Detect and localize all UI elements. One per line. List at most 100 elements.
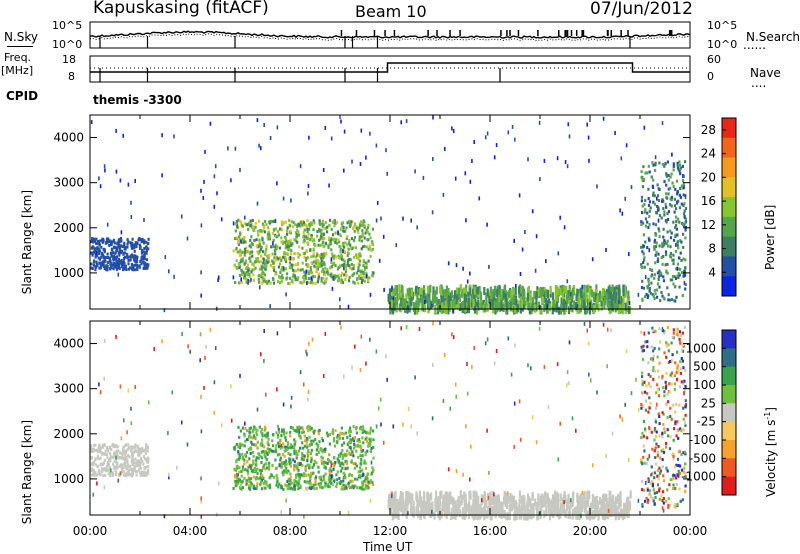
scatter-cell xyxy=(258,241,261,245)
scatter-cell xyxy=(363,461,366,465)
sparse-cell xyxy=(414,169,416,174)
scatter-cell xyxy=(318,476,321,479)
sparse-cell xyxy=(256,201,259,206)
scatter-cell xyxy=(679,172,682,176)
scatter-cell xyxy=(682,366,685,370)
scatter-cell xyxy=(667,505,670,509)
scatter-cell xyxy=(417,499,420,508)
scatter-cell xyxy=(341,281,345,284)
scatter-cell xyxy=(519,506,522,515)
scatter-cell xyxy=(644,408,647,412)
scatter-cell xyxy=(239,260,242,264)
scatter-cell xyxy=(667,210,670,214)
scatter-cell xyxy=(279,439,282,442)
scatter-cell xyxy=(260,272,263,276)
scatter-cell xyxy=(106,456,109,460)
scatter-cell xyxy=(233,467,236,471)
sparse-cell xyxy=(543,364,546,369)
scatter-cell xyxy=(456,508,459,517)
scatter-cell xyxy=(281,242,285,246)
scatter-cell xyxy=(425,507,428,516)
scatter-cell xyxy=(296,223,299,227)
scatter-cell xyxy=(252,486,255,490)
scatter-cell xyxy=(245,438,249,442)
scatter-cell xyxy=(112,262,115,266)
scatter-cell xyxy=(317,260,320,264)
scatter-cell xyxy=(677,217,680,221)
scatter-cell xyxy=(274,450,278,453)
scatter-cell xyxy=(98,266,101,270)
scatter-cell xyxy=(232,249,235,253)
scatter-cell xyxy=(330,275,333,279)
scatter-cell xyxy=(285,431,288,435)
scatter-cell xyxy=(129,266,132,270)
scatter-cell xyxy=(371,243,374,247)
scatter-cell xyxy=(569,301,573,310)
sparse-cell xyxy=(130,200,132,205)
scatter-cell xyxy=(611,284,614,293)
scatter-cell xyxy=(676,327,679,331)
scatter-cell xyxy=(349,480,352,484)
scatter-cell xyxy=(97,252,100,255)
scatter-cell xyxy=(274,245,277,249)
scatter-cell xyxy=(554,498,557,507)
scatter-cell xyxy=(335,473,338,477)
scatter-cell xyxy=(247,438,250,442)
scatter-cell xyxy=(577,301,580,310)
scatter-cell xyxy=(460,288,463,297)
scatter-cell xyxy=(143,241,146,245)
scatter-cell xyxy=(119,464,122,468)
sparse-cell xyxy=(289,256,292,260)
scatter-cell xyxy=(271,231,274,235)
scatter-cell xyxy=(127,454,130,457)
scatter-cell xyxy=(677,449,681,453)
scatter-cell xyxy=(461,507,465,515)
scatter-cell xyxy=(641,357,645,361)
noise-tick-bottom-right: 10^0 xyxy=(707,38,738,51)
scatter-cell xyxy=(343,473,346,477)
scatter-cell xyxy=(640,175,643,179)
scatter-cell xyxy=(293,467,296,471)
freq-unit-label: [MHz] xyxy=(1,64,34,77)
scatter-cell xyxy=(672,185,675,189)
scatter-cell xyxy=(132,268,135,272)
scatter-cell xyxy=(299,436,302,440)
sparse-cell xyxy=(115,128,117,133)
scatter-cell xyxy=(400,493,403,502)
scatter-cell xyxy=(286,226,289,230)
scatter-cell xyxy=(459,284,462,293)
scatter-cell xyxy=(502,510,505,518)
scatter-cell xyxy=(651,447,654,451)
scatter-cell xyxy=(648,209,651,213)
scatter-cell xyxy=(256,229,259,233)
scatter-cell xyxy=(310,427,313,430)
sparse-cell xyxy=(545,259,547,264)
scatter-cell xyxy=(603,500,606,509)
scatter-cell xyxy=(299,446,302,450)
scatter-cell xyxy=(110,254,113,258)
scatter-cell xyxy=(641,250,644,254)
scatter-cell xyxy=(674,422,677,426)
scatter-cell xyxy=(296,240,299,244)
scatter-cell xyxy=(243,272,246,276)
scatter-cell xyxy=(353,222,357,226)
scatter-cell xyxy=(317,243,320,247)
scatter-cell xyxy=(469,299,472,308)
scatter-cell xyxy=(652,191,655,195)
scatter-cell xyxy=(349,426,352,430)
sparse-cell xyxy=(444,146,446,151)
scatter-cell xyxy=(327,244,330,248)
scatter-cell xyxy=(508,301,511,310)
scatter-cell xyxy=(340,274,343,278)
scatter-cell xyxy=(124,443,128,447)
scatter-cell xyxy=(493,507,496,516)
scatter-cell xyxy=(96,262,99,266)
scatter-cell xyxy=(665,371,668,375)
scatter-cell xyxy=(109,459,112,463)
scatter-cell xyxy=(578,495,581,504)
scatter-cell xyxy=(238,478,242,482)
scatter-cell xyxy=(601,499,604,508)
scatter-cell xyxy=(298,233,301,237)
scatter-cell xyxy=(345,237,348,241)
scatter-cell xyxy=(334,274,337,278)
